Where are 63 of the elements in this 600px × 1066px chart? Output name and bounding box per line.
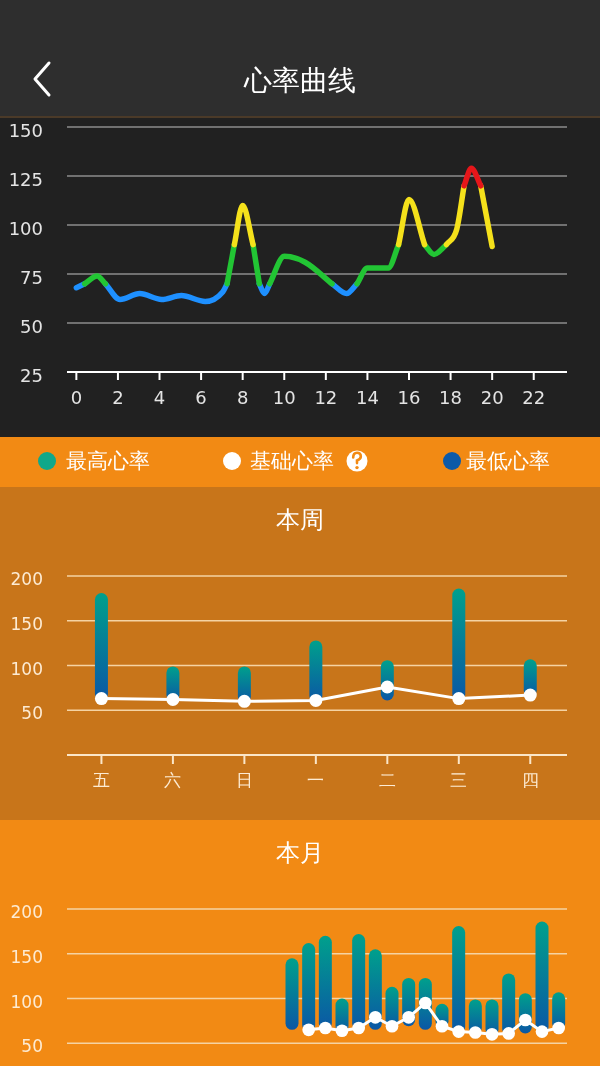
x-tick-label: 二: [378, 770, 396, 790]
text: 最高心率: [66, 449, 150, 473]
x-tick-label: 六: [164, 770, 182, 790]
point: [469, 1026, 482, 1039]
point: [552, 1021, 565, 1035]
text: 最低心率: [466, 449, 550, 473]
point: [502, 1027, 515, 1040]
y-tick-label: 100: [8, 217, 43, 239]
y-tick-label: 25: [20, 364, 43, 386]
bar: [285, 958, 299, 1030]
text: 基础心率: [250, 449, 334, 473]
x-tick-label: 0: [70, 386, 83, 408]
y-tick-label: 50: [20, 315, 43, 337]
point: [302, 1023, 315, 1037]
x-tick-label: 五: [92, 770, 110, 790]
y-tick-label: 50: [21, 703, 43, 724]
point: [94, 692, 108, 706]
x-tick-label: 一: [307, 770, 325, 790]
x-tick-label: 2: [112, 386, 124, 408]
y-tick-label: 200: [10, 902, 43, 922]
point: [419, 996, 432, 1010]
x-tick-label: 14: [355, 386, 379, 408]
y-tick-label: 75: [20, 266, 43, 288]
point: [385, 1019, 399, 1033]
point: [237, 694, 251, 708]
x-tick-label: 12: [314, 386, 338, 408]
point: [452, 692, 466, 706]
point: [166, 693, 180, 707]
x-tick-label: 四: [521, 770, 539, 790]
y-tick-label: 150: [10, 946, 43, 967]
point: [452, 1025, 465, 1038]
point: [402, 1010, 415, 1024]
point: [309, 693, 323, 707]
y-tick-label: 100: [10, 658, 43, 679]
y-tick-label: 50: [21, 1036, 43, 1057]
point: [319, 1021, 332, 1035]
y-tick-label: 100: [10, 991, 43, 1012]
y-tick-label: 200: [10, 569, 43, 589]
x-tick-label: 日: [235, 770, 253, 790]
point: [435, 1019, 449, 1033]
x-tick-label: 6: [195, 386, 207, 408]
x-tick-label: 三: [450, 770, 468, 790]
x-tick-label: 22: [522, 386, 546, 408]
chart-title: 心率曲线: [243, 63, 356, 97]
point: [535, 1025, 549, 1038]
point: [523, 688, 537, 702]
x-tick-label: 4: [153, 386, 166, 408]
y-tick-label: 125: [8, 168, 43, 190]
point: [485, 1027, 499, 1041]
x-tick-label: 10: [272, 386, 296, 408]
y-tick-label: 150: [10, 613, 43, 634]
y-tick-label: 150: [8, 119, 43, 141]
x-tick-label: 20: [480, 386, 504, 408]
point: [519, 1013, 532, 1027]
x-tick-label: 16: [397, 386, 421, 408]
chart-title: 本月: [276, 839, 324, 867]
chart-title: 本周: [276, 506, 324, 534]
point: [369, 1010, 382, 1024]
point: [380, 680, 394, 694]
point: [352, 1021, 365, 1035]
x-tick-label: 8: [236, 386, 249, 408]
point: [335, 1024, 349, 1038]
x-tick-label: 18: [439, 386, 463, 408]
